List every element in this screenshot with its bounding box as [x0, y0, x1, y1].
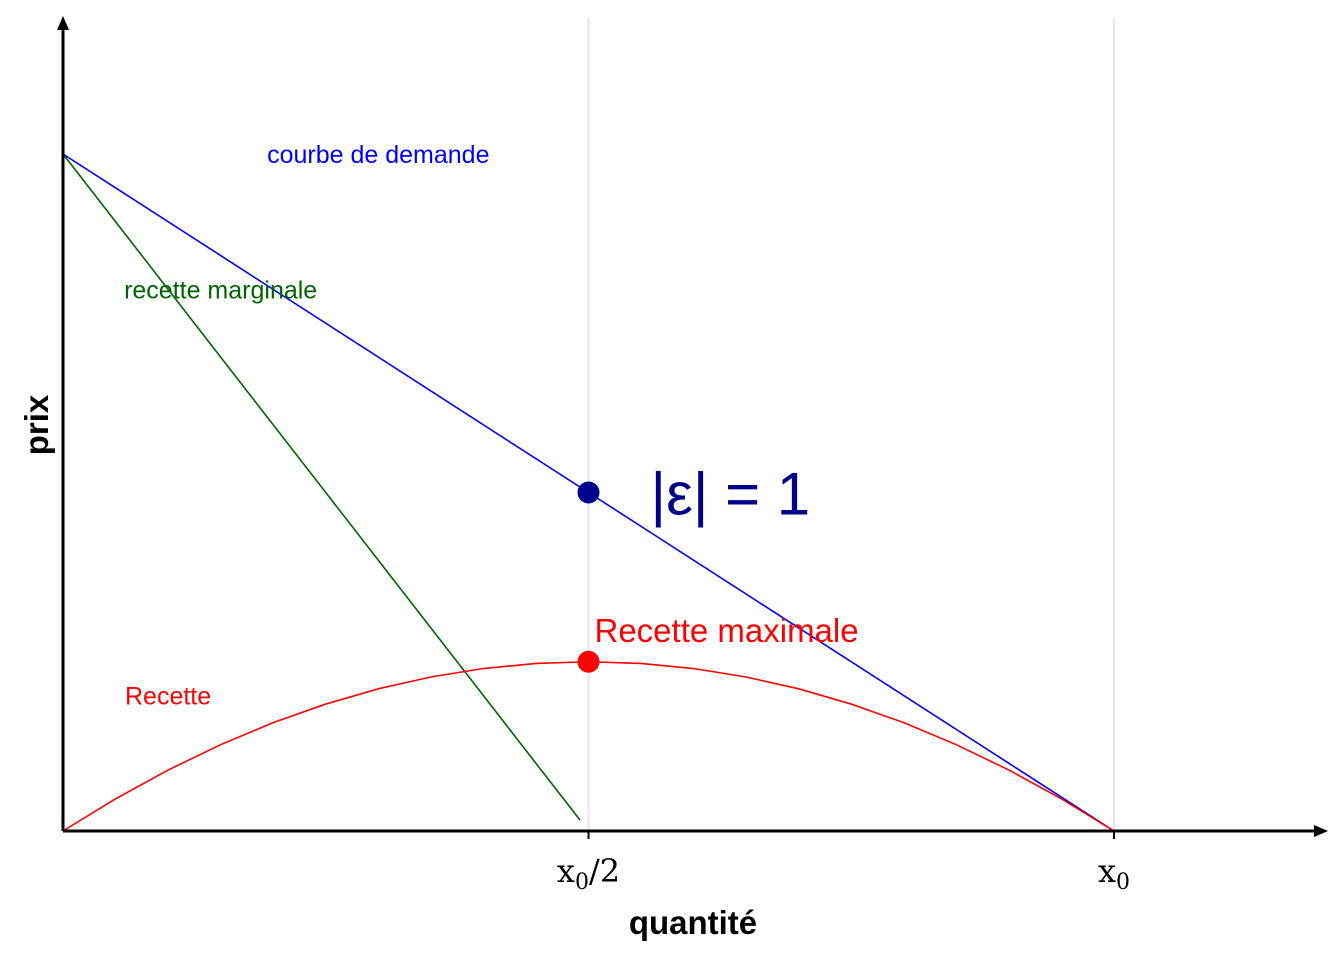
series-line-marginal: [62, 153, 581, 821]
series-label-marginal: recette marginale: [124, 276, 317, 304]
x-tick-label-0: x0/2: [557, 852, 620, 895]
grid-lines: [587, 18, 1115, 831]
y-axis-arrow: [57, 16, 69, 30]
series-label-revenue: Recette: [125, 683, 211, 711]
series-labels: courbe de demande recette marginale Recett…: [124, 141, 489, 711]
axes: [57, 16, 1328, 837]
point-label-elasticity: |ε| = 1: [651, 461, 811, 528]
point-labels: |ε| = 1 Recette maximale: [595, 461, 859, 649]
x-axis-arrow: [1314, 825, 1328, 837]
point-label-max_revenue: Recette maximale: [595, 612, 859, 649]
x-ticks: x0/2 x0: [557, 831, 1130, 895]
x-axis-label: quantité: [629, 904, 757, 941]
points: [577, 481, 600, 673]
y-axis-label: prix: [18, 394, 55, 455]
point-max_revenue: [577, 650, 600, 673]
x-tick-label-1: x0: [1098, 852, 1130, 895]
point-elasticity: [577, 481, 600, 504]
series-label-demand: courbe de demande: [267, 141, 489, 169]
